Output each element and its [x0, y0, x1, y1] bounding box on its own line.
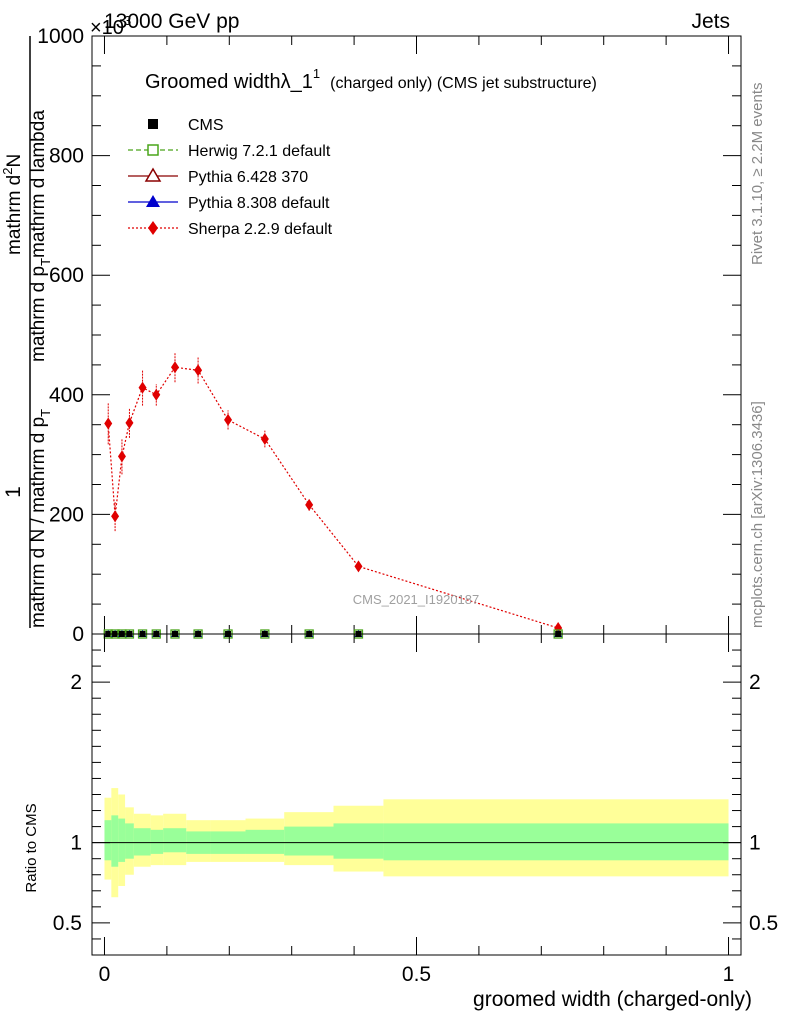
legend-entry: CMS: [148, 117, 224, 134]
ratio-band-inner: [104, 820, 112, 861]
legend: CMS Herwig 7.2.1 default Pythia 6.428 370 P…: [128, 117, 333, 238]
header-left: 13000 GeV pp: [104, 10, 239, 33]
ratio-band-inner: [284, 826, 334, 856]
ratio-ytick-label: 1: [70, 832, 82, 855]
sherpa-point: [111, 510, 120, 523]
title-main: Groomed width: [145, 71, 281, 93]
sherpa-line: [107, 366, 559, 629]
ratio-band-inner: [383, 823, 729, 861]
watermark: CMS_2021_I1920187: [353, 592, 480, 607]
sherpa-point: [305, 498, 314, 511]
exponent-power: 3: [124, 13, 131, 28]
legend-marker-open-square: [147, 144, 159, 156]
main-ytick-label: 1000: [37, 25, 84, 48]
ratio-band-inner: [150, 829, 164, 854]
legend-marker-triangle: [146, 195, 160, 207]
ratio-band-inner: [245, 829, 285, 854]
legend-entry: Pythia 8.308 default: [128, 195, 330, 212]
ratio-xtick-label: 0: [99, 963, 111, 986]
side-text-top: Rivet 3.1.10, ≥ 2.2M events: [749, 83, 766, 266]
ylabel-denominator-sub: T: [38, 409, 53, 417]
legend-label: Pythia 6.428 370: [188, 169, 308, 186]
exponent-label: ×103: [90, 13, 131, 39]
ratio-xtick-label: 0.5: [402, 963, 431, 986]
ylabel-dlambda: mathrm d lambda: [28, 110, 49, 258]
ylabel-numerator: 1: [2, 486, 25, 498]
legend-entry: Herwig 7.2.1 default: [128, 143, 331, 160]
legend-label: Pythia 8.308 default: [188, 195, 330, 212]
main-ytick-label: 400: [49, 384, 84, 407]
main-ytick-label: 800: [49, 145, 84, 168]
ratio-band-inner: [333, 823, 384, 859]
ylabel-top-denominator: mathrm d pTmathrm d lambda: [28, 110, 53, 362]
title-lambda: λ_1: [281, 71, 313, 93]
main-ytick-label: 200: [49, 503, 84, 526]
plot-title: Groomed widthλ_11 (charged only) (CMS jet…: [145, 66, 597, 93]
ylabel-denominator-text: mathrm d N / mathrm d p: [28, 417, 49, 628]
sherpa-point: [152, 388, 161, 401]
ratio-ytick-label: 0.5: [53, 912, 82, 935]
ratio-ytick-label: 2: [70, 671, 82, 694]
sherpa-point: [260, 433, 269, 446]
sherpa-point: [138, 381, 147, 394]
ratio-frame: [91, 633, 742, 956]
ratio-band-inner: [163, 828, 187, 853]
ratio-band-inner: [133, 828, 151, 856]
xlabel: groomed width (charged-only): [473, 988, 752, 1011]
ratio-band-inner: [111, 815, 119, 867]
ylabel-d2: mathrm d: [4, 175, 25, 255]
ratio-ytick-label-right: 0.5: [749, 912, 778, 935]
title-rest: (charged only) (CMS jet substructure): [330, 75, 597, 92]
side-text-bottom: mcplots.cern.ch [arXiv:1306.3436]: [749, 401, 766, 628]
ratio-ytick-label-right: 1: [749, 832, 761, 855]
header-right: Jets: [691, 10, 730, 33]
ylabel-dpt: mathrm d p: [28, 266, 49, 362]
legend-entry: Sherpa 2.2.9 default: [128, 221, 333, 238]
title-sup: 1: [313, 66, 320, 81]
ratio-panel: 0.5 0.5 1 1 2 2 0 0.5 1: [53, 633, 778, 986]
main-panel: 0 200 400 600 800 1000: [37, 25, 742, 646]
ratio-xtick-label: 1: [723, 963, 735, 986]
legend-label: Herwig 7.2.1 default: [188, 143, 331, 160]
ylabel-dpt-sub: T: [38, 258, 53, 266]
ratio-ylabel: Ratio to CMS: [23, 803, 40, 892]
exponent-base: ×10: [90, 17, 124, 39]
main-ytick-label: 0: [72, 623, 84, 646]
ratio-ytick-label-right: 2: [749, 671, 761, 694]
sherpa-point: [224, 413, 233, 426]
legend-label: Sherpa 2.2.9 default: [188, 221, 333, 238]
legend-marker-square: [148, 119, 158, 129]
main-ytick-label: 600: [49, 264, 84, 287]
ratio-band-inner: [118, 818, 126, 862]
sherpa-point: [194, 364, 203, 377]
sherpa-point: [125, 416, 134, 429]
ylabel-d2-sup: 2: [0, 168, 15, 175]
main-ylabel: 1 mathrm d N / mathrm d pT mathrm d2N ma…: [0, 36, 53, 628]
legend-marker-open-triangle: [144, 167, 162, 182]
ylabel-denominator: mathrm d N / mathrm d pT: [28, 409, 53, 628]
sherpa-point: [117, 450, 126, 463]
ratio-band-inner: [125, 823, 134, 859]
sherpa-point: [354, 560, 363, 573]
ylabel-d2-rest: N: [4, 154, 25, 168]
legend-entry: Pythia 6.428 370: [128, 167, 308, 186]
sherpa-point: [170, 361, 179, 374]
legend-label: CMS: [188, 117, 224, 134]
sherpa-point: [104, 417, 113, 430]
ylabel-top-fraction: mathrm d2N: [0, 154, 25, 255]
legend-marker-diamond: [148, 221, 158, 235]
